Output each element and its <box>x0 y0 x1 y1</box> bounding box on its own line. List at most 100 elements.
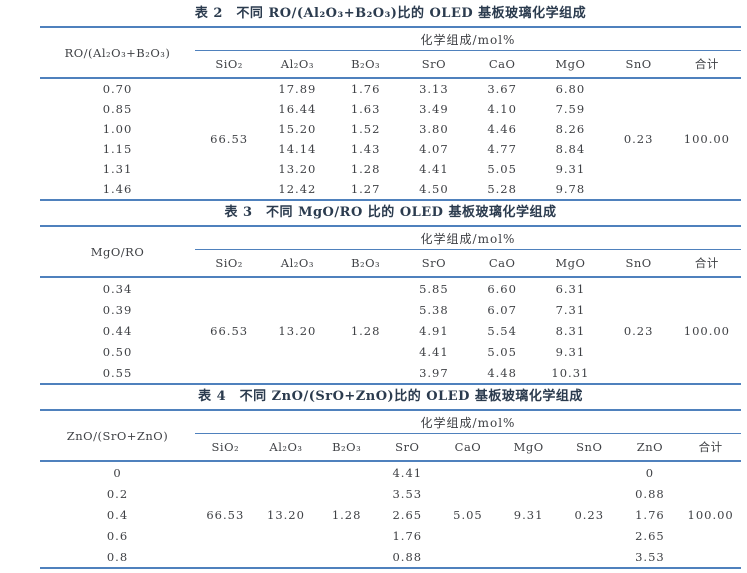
table-row: 0.2 3.53 0.88 <box>40 483 741 504</box>
col-header-al2o3: Al₂O₃ <box>255 433 317 462</box>
table-row: 0.50 4.41 5.05 9.31 <box>40 341 741 362</box>
ratio-cell: 0.39 <box>102 302 133 317</box>
value-cell: 5.05 <box>487 344 517 359</box>
table2-group-header: 化学组成/mol% <box>195 27 741 51</box>
value-cell: 0.88 <box>392 549 423 564</box>
value-cell: 1.63 <box>350 102 381 116</box>
value-cell: 1.27 <box>350 182 381 196</box>
table2: RO/(Al₂O₃+B₂O₃) 化学组成/mol% SiO₂ Al₂O₃ B₂O… <box>40 26 741 201</box>
value-cell: 1.76 <box>392 528 423 543</box>
ratio-cell: 0.4 <box>106 507 129 522</box>
col-header-mgo: MgO <box>536 50 605 79</box>
value-cell: 12.42 <box>278 182 317 196</box>
table-row: 0.70 66.53 17.89 1.76 3.13 3.67 6.80 0.2… <box>40 78 741 146</box>
value-cell: 5.28 <box>487 182 517 196</box>
table-row: 0.8 0.88 3.53 <box>40 546 741 568</box>
table-row: 1.15 14.14 1.43 4.07 4.77 8.84 <box>40 139 741 159</box>
value-cell: 8.26 <box>555 122 586 136</box>
table3-title: 表 3 不同 MgO/RO 比的 OLED 基板玻璃化学组成 <box>224 205 557 220</box>
value-cell: 15.20 <box>278 122 317 136</box>
value-cell: 1.43 <box>350 142 381 156</box>
col-header-cao: CaO <box>468 249 537 278</box>
ratio-cell: 0.55 <box>102 365 133 380</box>
table-row: 0.44 4.91 5.54 8.31 <box>40 320 741 341</box>
value-cell: 9.78 <box>555 182 586 196</box>
value-cell: 3.80 <box>419 122 449 136</box>
merged-sno-cell: 0.23 <box>623 132 654 146</box>
col-header-al2o3: Al₂O₃ <box>263 249 332 278</box>
table-row: 0 66.53 13.20 1.28 4.41 5.05 9.31 0.23 0… <box>40 461 741 522</box>
value-cell: 3.53 <box>635 549 665 564</box>
table-row: 0.85 16.44 1.63 3.49 4.10 7.59 <box>40 99 741 119</box>
merged-sno-cell: 0.23 <box>623 323 654 338</box>
table4-group-header: 化学组成/mol% <box>195 410 741 434</box>
value-cell: 5.54 <box>487 323 517 338</box>
value-cell: 10.31 <box>551 365 590 380</box>
value-cell: 3.13 <box>419 82 449 96</box>
value-cell: 5.38 <box>419 302 449 317</box>
col-header-sro: SrO <box>399 50 468 79</box>
value-cell: 9.31 <box>555 162 586 176</box>
merged-mgo-cell: 9.31 <box>513 507 544 522</box>
merged-sio2-cell: 66.53 <box>210 132 249 146</box>
merged-cao-cell: 5.05 <box>453 507 483 522</box>
value-cell: 4.77 <box>487 142 517 156</box>
ratio-cell: 0.44 <box>102 323 133 338</box>
ratio-cell: 1.31 <box>102 162 133 176</box>
value-cell: 5.85 <box>419 281 449 296</box>
col-header-sio2: SiO₂ <box>195 249 264 278</box>
value-cell: 1.76 <box>350 82 381 96</box>
ratio-cell: 0.34 <box>102 281 133 296</box>
value-cell: 3.53 <box>392 486 423 501</box>
table3: MgO/RO 化学组成/mol% SiO₂ Al₂O₃ B₂O₃ SrO CaO… <box>40 225 741 385</box>
ratio-cell: 1.46 <box>102 182 133 196</box>
col-header-mgo: MgO <box>536 249 605 278</box>
value-cell: 16.44 <box>278 102 317 116</box>
value-cell: 17.89 <box>278 82 317 96</box>
value-cell: 13.20 <box>278 162 317 176</box>
value-cell: 3.67 <box>487 82 517 96</box>
col-header-sno: SnO <box>604 50 673 79</box>
table-row: 0.34 66.53 13.20 1.28 5.85 6.60 6.31 0.2… <box>40 277 741 338</box>
col-header-total: 合计 <box>680 433 741 462</box>
table-row: 0.4 2.65 1.76 <box>40 504 741 525</box>
ratio-cell: 0.2 <box>106 486 129 501</box>
merged-total-cell: 100.00 <box>683 132 730 146</box>
value-cell: 4.46 <box>487 122 517 136</box>
merged-b2o3-cell: 1.28 <box>331 507 362 522</box>
value-cell: 6.60 <box>487 281 517 296</box>
col-header-total: 合计 <box>672 50 741 79</box>
merged-al2o3-cell: 13.20 <box>267 507 305 522</box>
col-header-sio2: SiO₂ <box>195 433 256 462</box>
value-cell: 1.52 <box>350 122 381 136</box>
merged-sio2-cell: 66.53 <box>206 507 245 522</box>
col-header-b2o3: B₂O₃ <box>331 50 400 79</box>
value-cell: 4.41 <box>419 344 449 359</box>
table-row: 0.6 1.76 2.65 <box>40 525 741 546</box>
value-cell: 4.10 <box>487 102 517 116</box>
merged-sno-cell: 0.23 <box>574 507 605 522</box>
col-header-sno: SnO <box>558 433 620 462</box>
value-cell: 4.50 <box>419 182 449 196</box>
value-cell: 2.65 <box>392 507 423 522</box>
table-row: 0.55 3.97 4.48 10.31 <box>40 362 741 384</box>
table-row: 0.39 5.38 6.07 7.31 <box>40 299 741 320</box>
value-cell: 8.84 <box>555 142 586 156</box>
ratio-cell: 1.00 <box>102 122 133 136</box>
table4-row-header: ZnO/(SrO+ZnO) <box>40 410 195 462</box>
ratio-cell: 0.8 <box>106 549 129 564</box>
col-header-mgo: MgO <box>498 433 559 462</box>
value-cell: 6.07 <box>487 302 517 317</box>
value-cell: 0 <box>645 465 655 480</box>
value-cell: 4.41 <box>419 162 449 176</box>
col-header-zno: ZnO <box>619 433 681 462</box>
merged-b2o3-cell: 1.28 <box>350 323 381 338</box>
ratio-cell: 0.50 <box>102 344 133 359</box>
col-header-b2o3: B₂O₃ <box>316 433 377 462</box>
value-cell: 7.31 <box>555 302 586 317</box>
value-cell: 2.65 <box>635 528 665 543</box>
ratio-cell: 0.70 <box>102 82 133 96</box>
col-header-sno: SnO <box>604 249 673 278</box>
value-cell: 8.31 <box>555 323 586 338</box>
